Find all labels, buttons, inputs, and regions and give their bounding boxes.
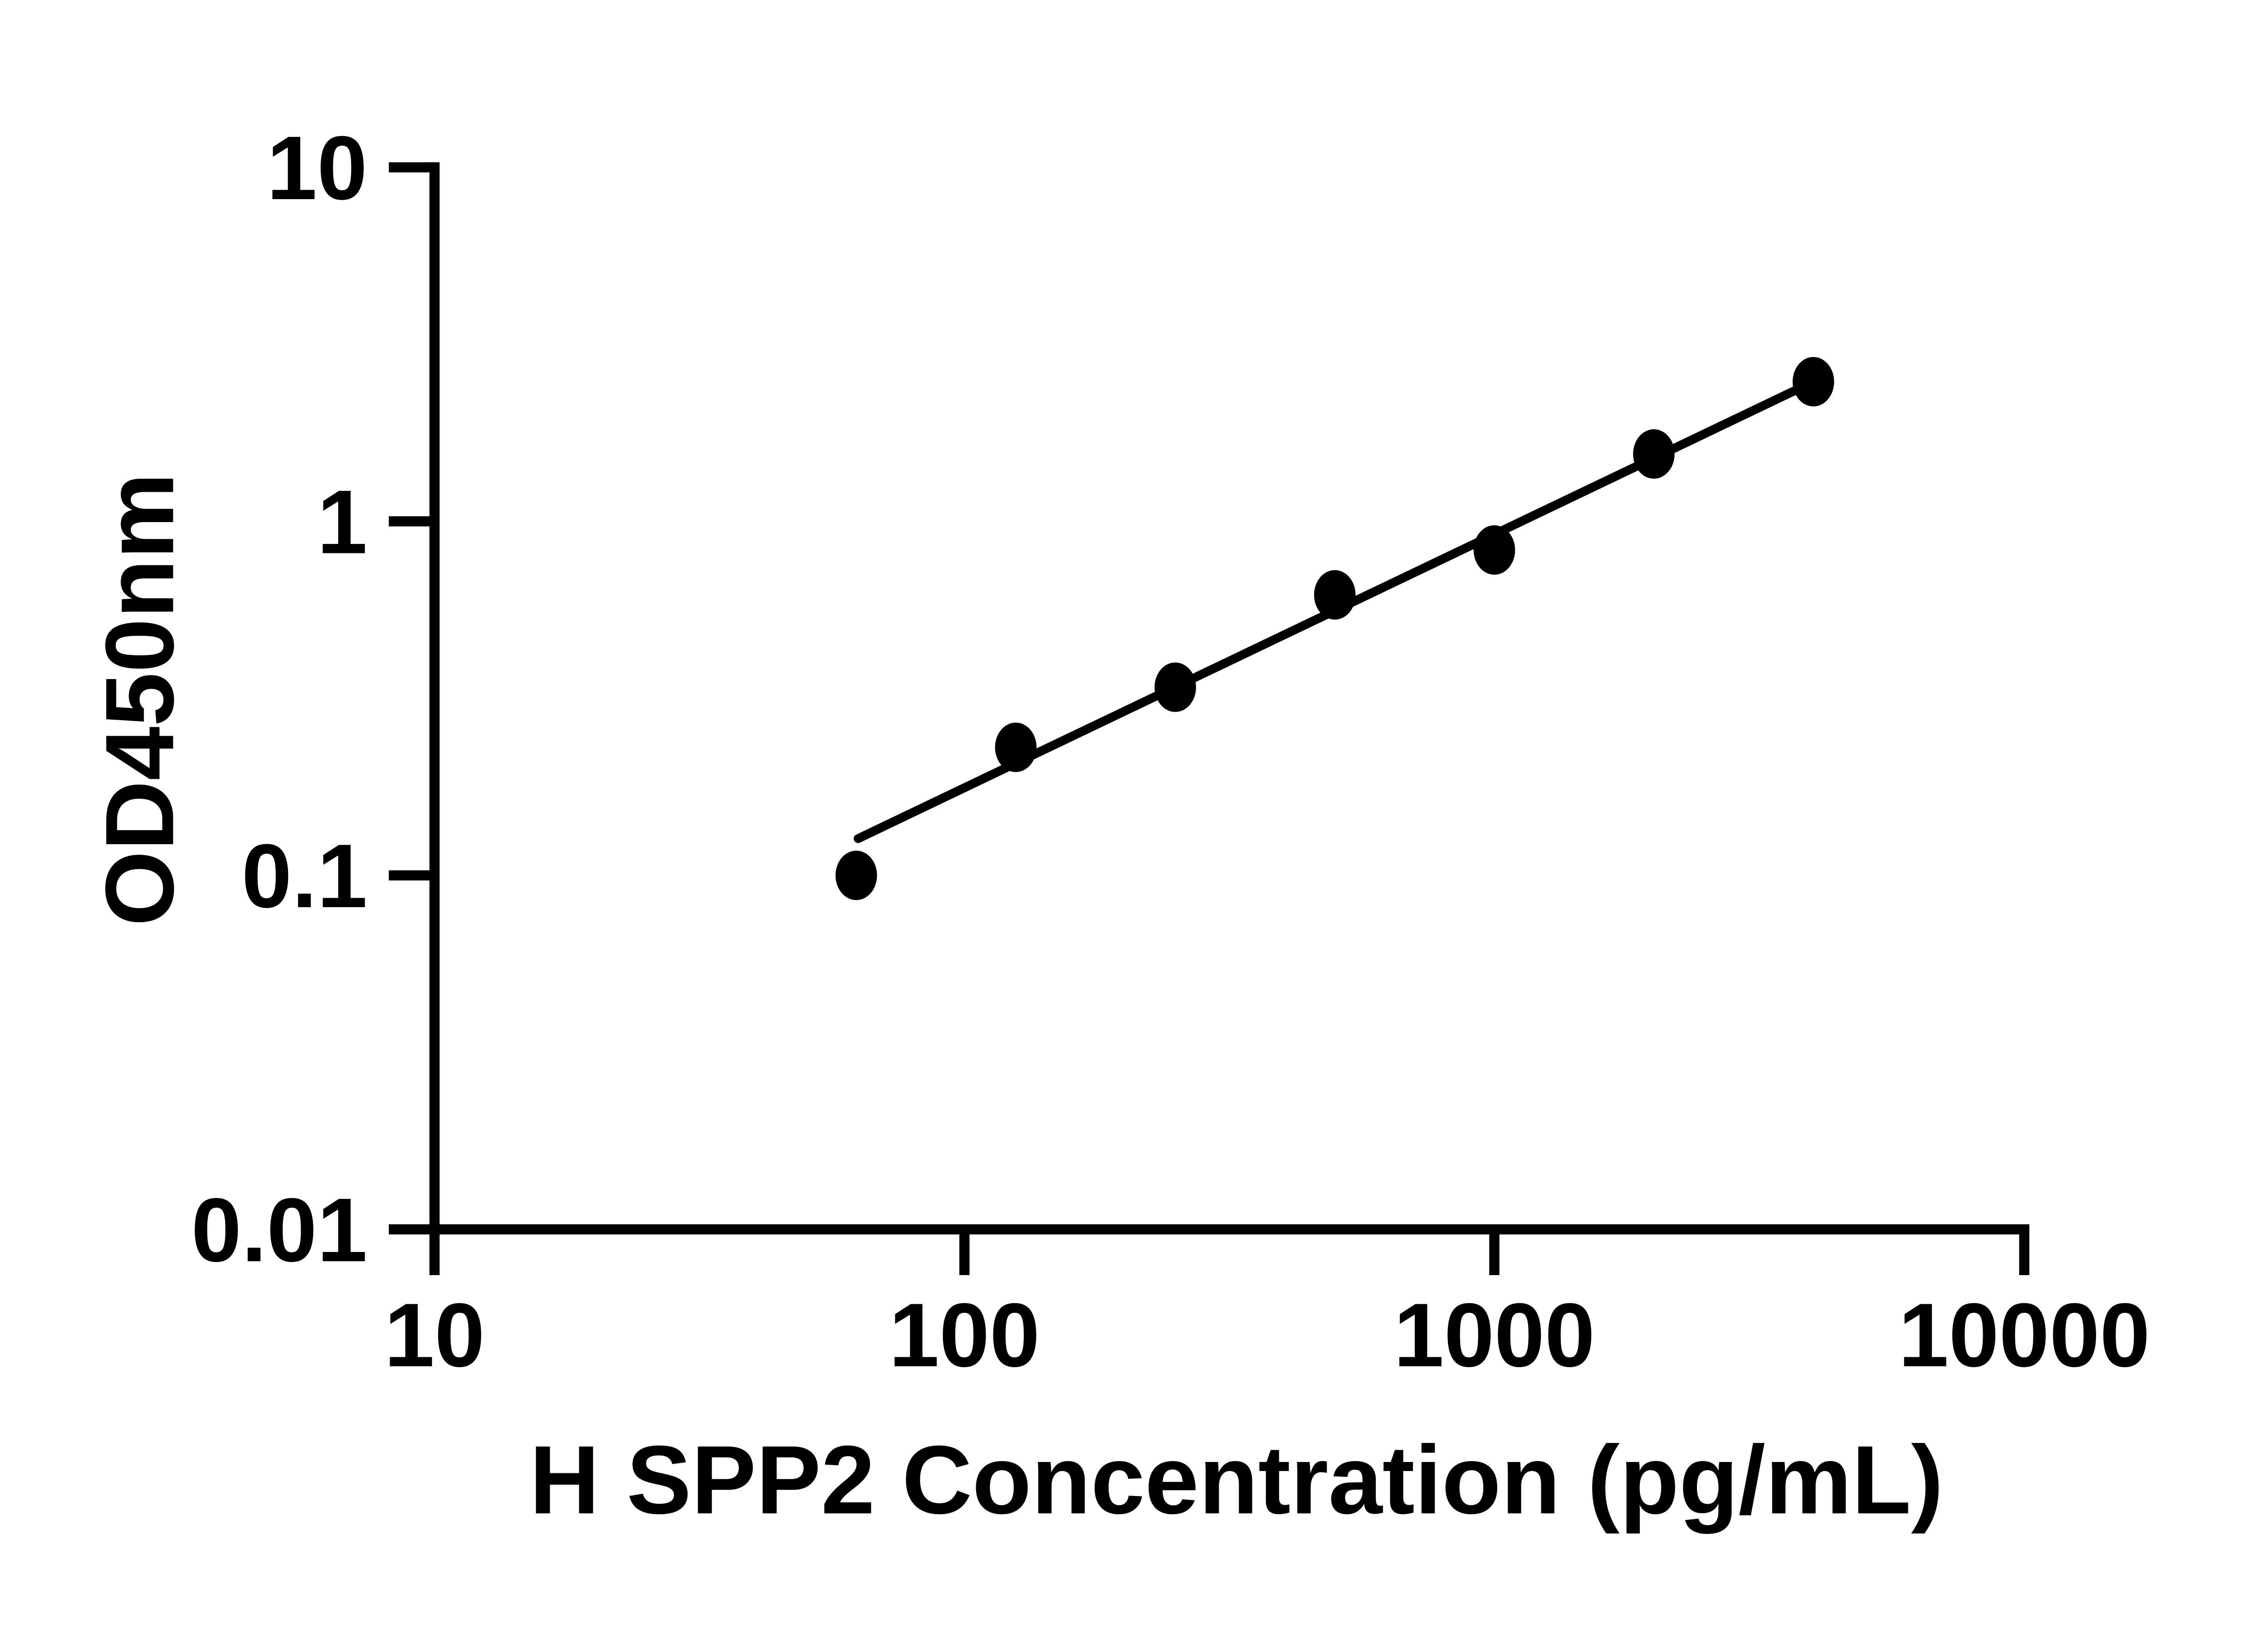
data-point-5 — [1473, 525, 1515, 575]
x-axis-ticks — [429, 1229, 2029, 1276]
plot-area — [835, 357, 1834, 900]
x-axis-tick-labels: 10 100 1000 10000 — [384, 1285, 2150, 1386]
data-point-1 — [835, 851, 877, 900]
axes — [429, 162, 2029, 1235]
data-point-2 — [995, 722, 1037, 772]
data-point-6 — [1633, 429, 1675, 479]
data-point-7 — [1792, 357, 1834, 407]
x-tick-label-1000: 1000 — [1393, 1285, 1595, 1386]
data-points-group — [835, 357, 1834, 900]
x-tick-label-100: 100 — [889, 1285, 1040, 1386]
x-tick-label-10: 10 — [384, 1285, 485, 1386]
data-point-3 — [1154, 662, 1196, 712]
y-axis-tick-labels: 0.01 0.1 1 10 — [191, 117, 367, 1281]
y-axis-ticks — [389, 162, 435, 1235]
y-tick-label-0.01: 0.01 — [191, 1179, 367, 1281]
y-axis-title: OD450nm — [86, 473, 194, 926]
x-tick-label-10000: 10000 — [1898, 1285, 2150, 1386]
y-tick-label-0.1: 0.1 — [242, 826, 367, 927]
y-tick-label-10: 10 — [267, 117, 367, 219]
x-axis-title: H SPP2 Concentration (pg/mL) — [529, 1426, 1943, 1534]
y-tick-label-1: 1 — [317, 471, 367, 572]
data-point-4 — [1314, 570, 1356, 620]
